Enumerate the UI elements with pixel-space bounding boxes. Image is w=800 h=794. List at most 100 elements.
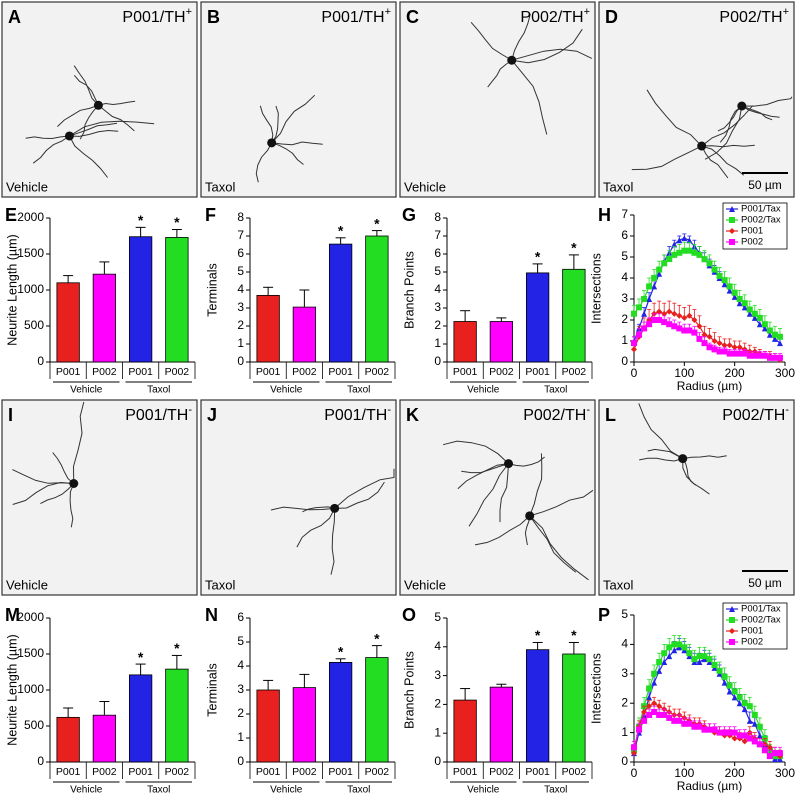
- panel-label-superscript: -: [387, 404, 391, 416]
- marker: [736, 700, 743, 707]
- bar: [525, 649, 550, 763]
- marker: [666, 256, 673, 263]
- y-tick-label: 1: [434, 336, 441, 350]
- marker: [681, 327, 688, 334]
- y-tick-label: 1: [621, 333, 628, 347]
- marker: [726, 682, 733, 689]
- y-tick-label: 4: [237, 282, 244, 296]
- bar: [92, 273, 117, 363]
- significance-marker: *: [338, 223, 344, 239]
- marker: [641, 709, 648, 716]
- panel-letter: H: [598, 205, 611, 225]
- marker: [736, 694, 743, 701]
- marker: [706, 344, 713, 351]
- marker: [671, 717, 678, 724]
- marker: [666, 321, 673, 328]
- legend-marker: [729, 606, 735, 612]
- neurite: [529, 489, 594, 517]
- marker: [691, 329, 698, 336]
- neurite: [271, 141, 323, 146]
- panel-letter: A: [8, 7, 21, 27]
- y-tick-label: 0: [237, 354, 244, 368]
- y-tick-label: 5: [621, 607, 628, 621]
- marker: [691, 249, 698, 256]
- neurite: [682, 458, 710, 495]
- panel-letter: P: [598, 605, 610, 625]
- y-tick-label: 1500: [17, 246, 44, 260]
- soma: [697, 141, 707, 151]
- bar: [365, 235, 389, 363]
- x-tick-label: 100: [674, 366, 694, 380]
- bar: [128, 236, 153, 363]
- bar: [562, 268, 586, 363]
- neurite: [719, 105, 743, 143]
- panel-label-superscript: -: [586, 404, 590, 416]
- group-label: Taxol: [347, 385, 370, 396]
- marker: [691, 656, 698, 663]
- y-tick-label: 8: [434, 210, 441, 224]
- marker: [736, 350, 743, 357]
- neurite: [334, 468, 395, 509]
- condition-label: Taxol: [603, 577, 633, 592]
- marker: [731, 289, 738, 296]
- bar: [256, 294, 280, 363]
- marker: [666, 714, 673, 721]
- neurite: [25, 135, 70, 140]
- marker: [656, 308, 663, 315]
- marker: [726, 283, 733, 290]
- soma: [503, 459, 513, 469]
- marker: [726, 287, 733, 294]
- neurite: [69, 135, 108, 178]
- neurite: [32, 135, 70, 164]
- marker: [686, 237, 693, 244]
- neurite: [334, 481, 385, 509]
- marker: [636, 726, 643, 733]
- panel-label-text: P001/TH: [324, 407, 387, 424]
- x-tick-label: P002: [292, 366, 317, 378]
- significance-marker: *: [571, 240, 577, 256]
- x-tick-label: 0: [631, 766, 638, 780]
- marker: [746, 703, 753, 710]
- marker: [736, 296, 743, 302]
- legend-label: P002/Tax: [741, 615, 781, 626]
- neurite: [499, 463, 509, 523]
- scale-bar-label: 50 µm: [748, 576, 782, 590]
- marker: [676, 641, 683, 648]
- marker: [711, 346, 718, 353]
- y-axis-label: Branch Points: [402, 251, 416, 329]
- y-tick-label: 5: [434, 610, 441, 624]
- neurite: [69, 120, 155, 137]
- marker: [671, 647, 678, 654]
- marker: [731, 694, 738, 701]
- y-tick-label: 5: [434, 264, 441, 278]
- y-tick-label: 8: [237, 210, 244, 224]
- marker: [651, 679, 658, 686]
- panel-letter: D: [605, 7, 618, 27]
- condition-label: Vehicle: [6, 577, 48, 592]
- y-tick-label: 4: [621, 637, 628, 651]
- marker: [776, 750, 783, 757]
- marker: [741, 738, 748, 745]
- y-axis-label: Branch Points: [402, 651, 416, 729]
- condition-label: Taxol: [205, 577, 235, 592]
- panel-label: P001/TH+: [122, 6, 192, 26]
- bar: [525, 272, 550, 363]
- marker: [631, 750, 637, 757]
- y-tick-label: 1: [237, 336, 244, 350]
- bar: [128, 674, 153, 763]
- group-label: Vehicle: [270, 385, 303, 396]
- marker: [716, 667, 723, 674]
- neurite: [511, 59, 548, 135]
- marker: [706, 726, 713, 733]
- panel-letter: C: [406, 7, 419, 27]
- group-label: Taxol: [147, 785, 170, 794]
- legend-label: P001: [741, 626, 763, 637]
- group-label: Vehicle: [467, 385, 500, 396]
- marker: [731, 293, 738, 300]
- marker: [766, 744, 773, 751]
- y-tick-label: 7: [237, 228, 244, 242]
- marker: [681, 235, 688, 242]
- marker: [701, 726, 708, 733]
- marker: [766, 753, 773, 760]
- y-axis-label: Neurite Length (µm): [5, 634, 19, 745]
